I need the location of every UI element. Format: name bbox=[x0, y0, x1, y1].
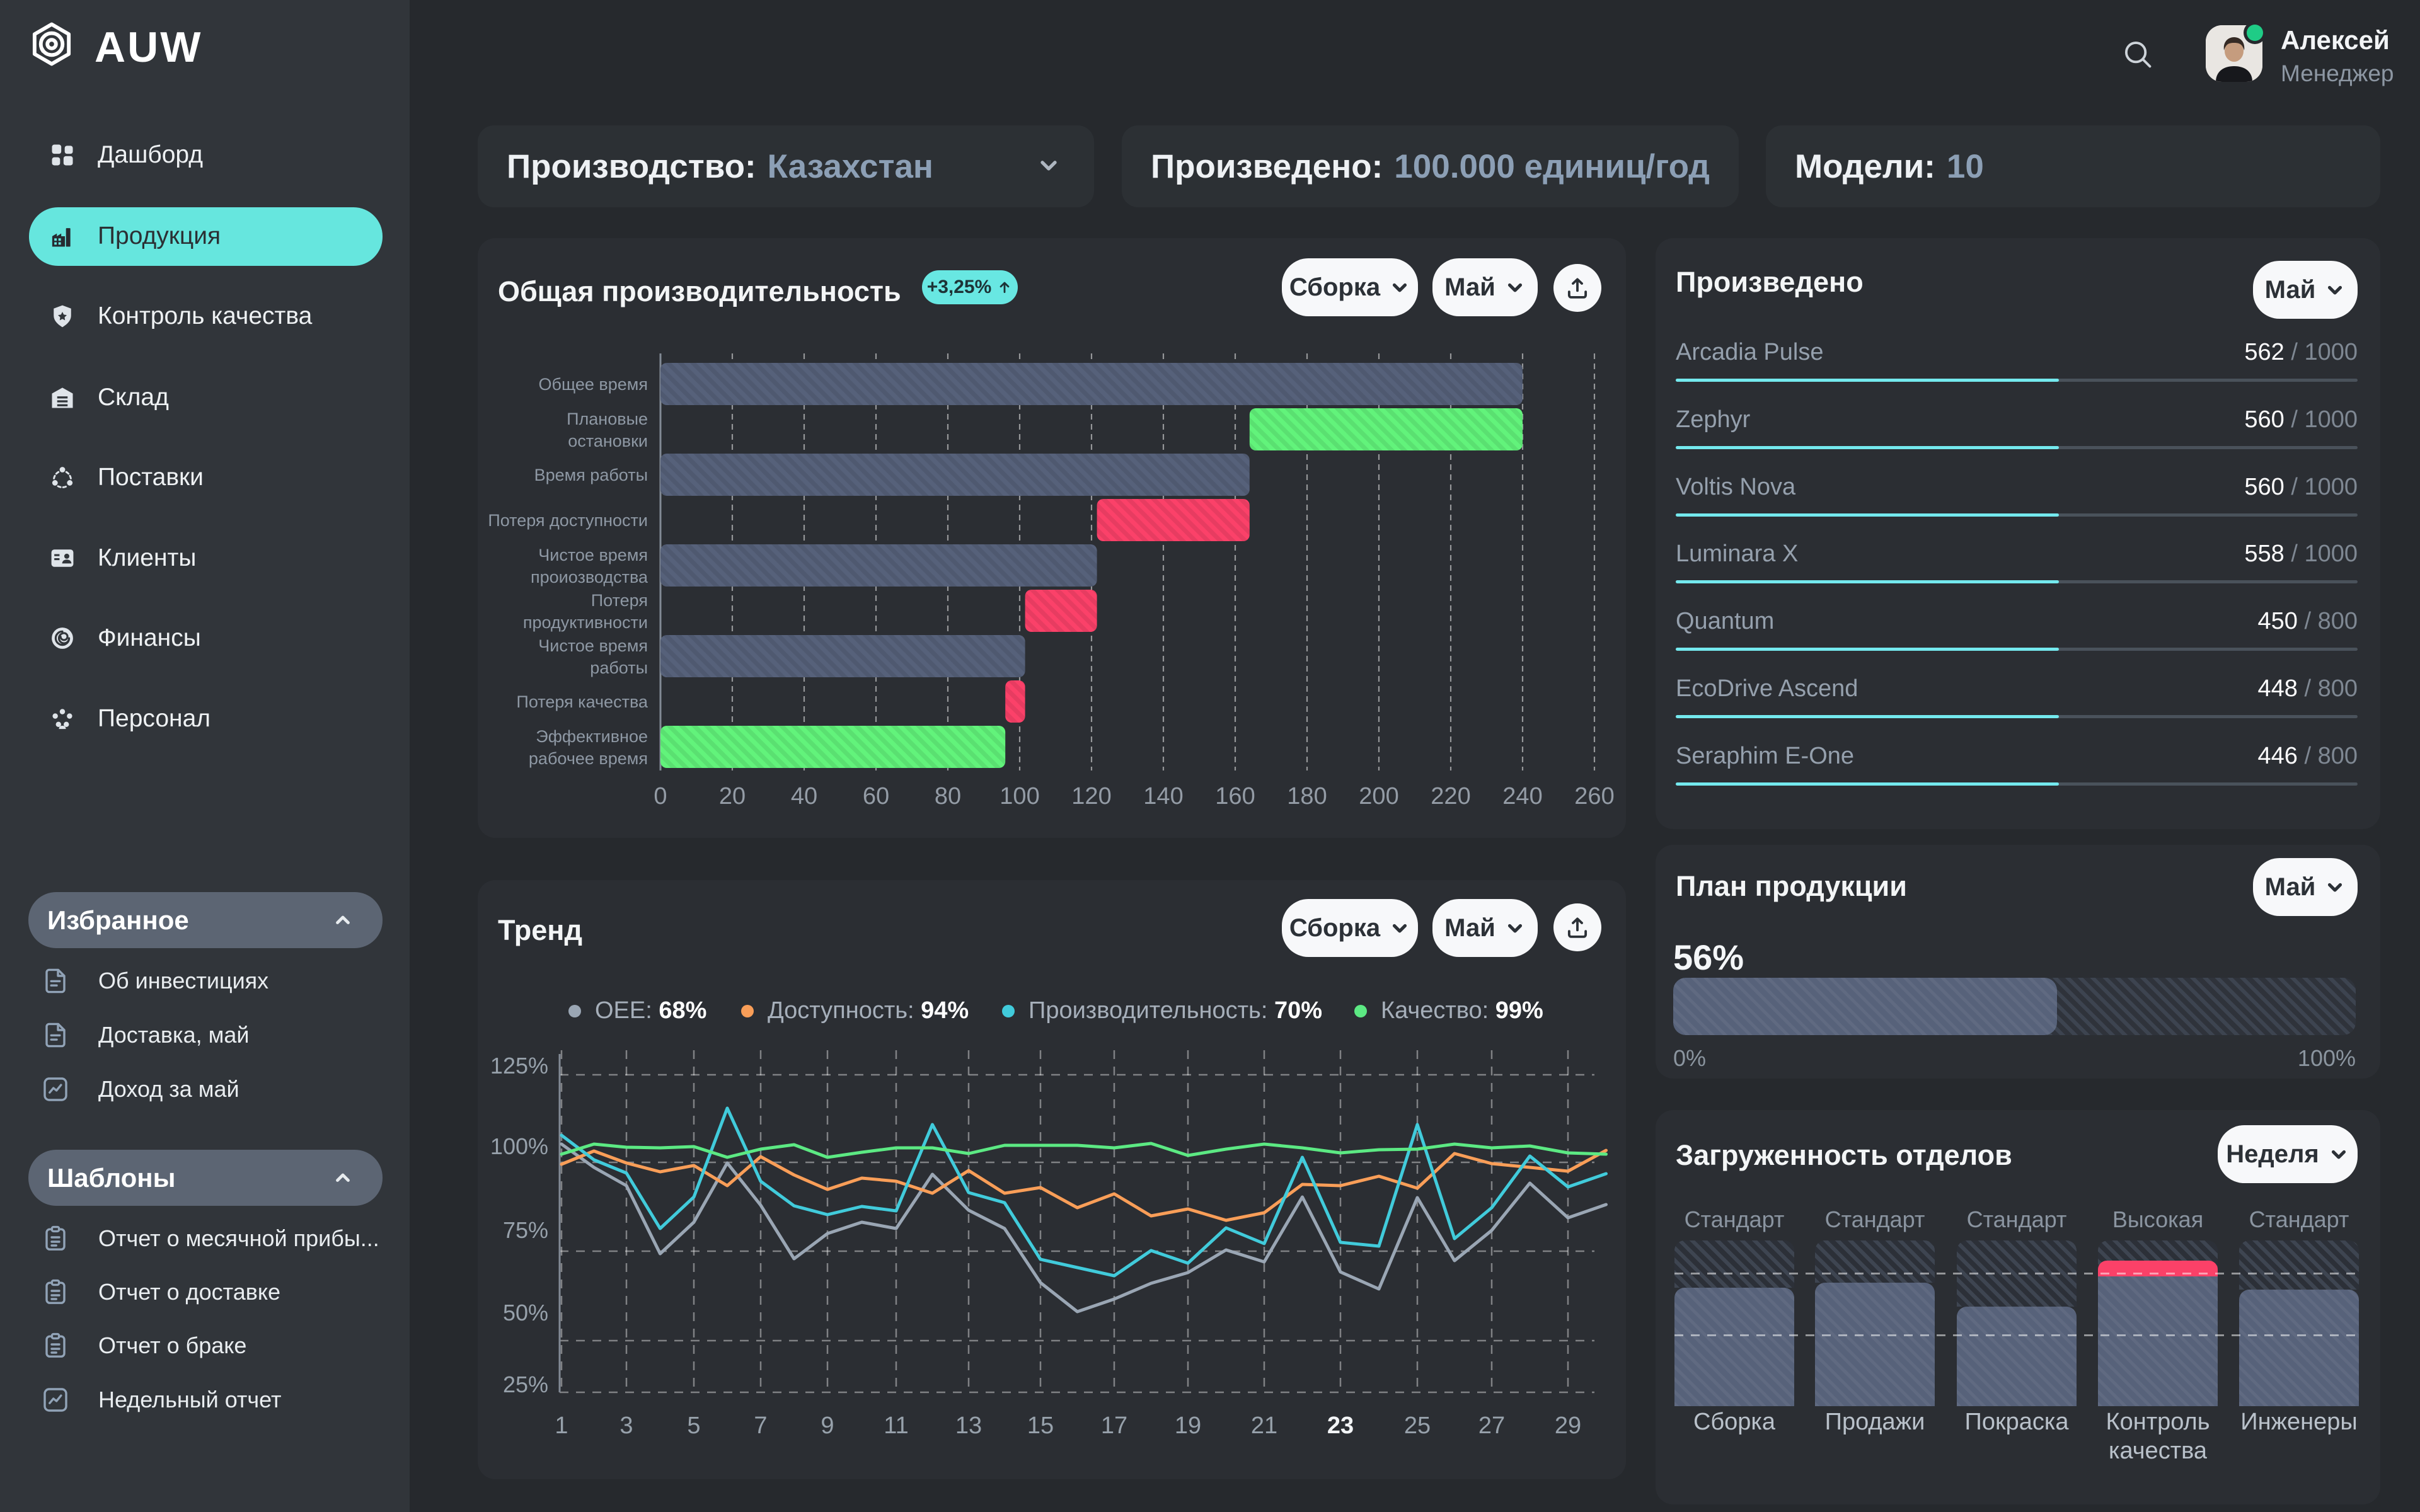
svg-text:40: 40 bbox=[791, 783, 817, 810]
svg-text:0: 0 bbox=[654, 783, 667, 810]
svg-text:остановки: остановки bbox=[568, 432, 648, 450]
svg-text:рабочее время: рабочее время bbox=[529, 749, 648, 768]
svg-text:7: 7 bbox=[754, 1412, 767, 1439]
svg-text:60: 60 bbox=[863, 783, 889, 810]
svg-text:25: 25 bbox=[1404, 1412, 1431, 1439]
svg-text:продуктивности: продуктивности bbox=[523, 613, 648, 632]
svg-text:Чистое время: Чистое время bbox=[538, 546, 648, 564]
svg-text:180: 180 bbox=[1287, 783, 1327, 810]
svg-text:200: 200 bbox=[1359, 783, 1398, 810]
svg-text:Чистое время: Чистое время bbox=[538, 636, 648, 655]
svg-text:Время работы: Время работы bbox=[534, 466, 648, 484]
svg-text:13: 13 bbox=[955, 1412, 982, 1439]
svg-text:29: 29 bbox=[1555, 1412, 1581, 1439]
svg-text:120: 120 bbox=[1071, 783, 1111, 810]
svg-text:27: 27 bbox=[1478, 1412, 1505, 1439]
svg-text:100: 100 bbox=[1000, 783, 1039, 810]
svg-text:80: 80 bbox=[935, 783, 961, 810]
svg-text:25%: 25% bbox=[503, 1372, 548, 1397]
svg-text:5: 5 bbox=[687, 1412, 700, 1439]
svg-text:Эффективное: Эффективное bbox=[536, 727, 648, 746]
svg-text:240: 240 bbox=[1502, 783, 1542, 810]
svg-text:260: 260 bbox=[1574, 783, 1614, 810]
svg-text:Потеря доступности: Потеря доступности bbox=[488, 511, 648, 530]
svg-text:23: 23 bbox=[1327, 1412, 1354, 1439]
svg-text:Потеря: Потеря bbox=[591, 591, 648, 610]
svg-text:50%: 50% bbox=[503, 1300, 548, 1326]
svg-text:19: 19 bbox=[1175, 1412, 1201, 1439]
svg-text:Плановые: Плановые bbox=[567, 410, 648, 428]
svg-text:21: 21 bbox=[1251, 1412, 1277, 1439]
svg-text:220: 220 bbox=[1431, 783, 1470, 810]
svg-text:125%: 125% bbox=[490, 1053, 548, 1079]
svg-text:75%: 75% bbox=[503, 1217, 548, 1243]
svg-text:3: 3 bbox=[619, 1412, 633, 1439]
svg-text:140: 140 bbox=[1143, 783, 1183, 810]
svg-text:работы: работы bbox=[590, 658, 648, 677]
svg-text:Общее время: Общее время bbox=[539, 375, 648, 394]
svg-text:1: 1 bbox=[555, 1412, 568, 1439]
svg-text:Потеря качества: Потеря качества bbox=[516, 692, 648, 711]
svg-text:проиозводства: проиозводства bbox=[531, 568, 648, 587]
svg-text:15: 15 bbox=[1027, 1412, 1054, 1439]
svg-text:9: 9 bbox=[821, 1412, 834, 1439]
svg-text:20: 20 bbox=[719, 783, 746, 810]
svg-text:11: 11 bbox=[884, 1412, 908, 1439]
svg-text:160: 160 bbox=[1215, 783, 1255, 810]
svg-text:17: 17 bbox=[1101, 1412, 1127, 1439]
svg-text:100%: 100% bbox=[490, 1133, 548, 1159]
